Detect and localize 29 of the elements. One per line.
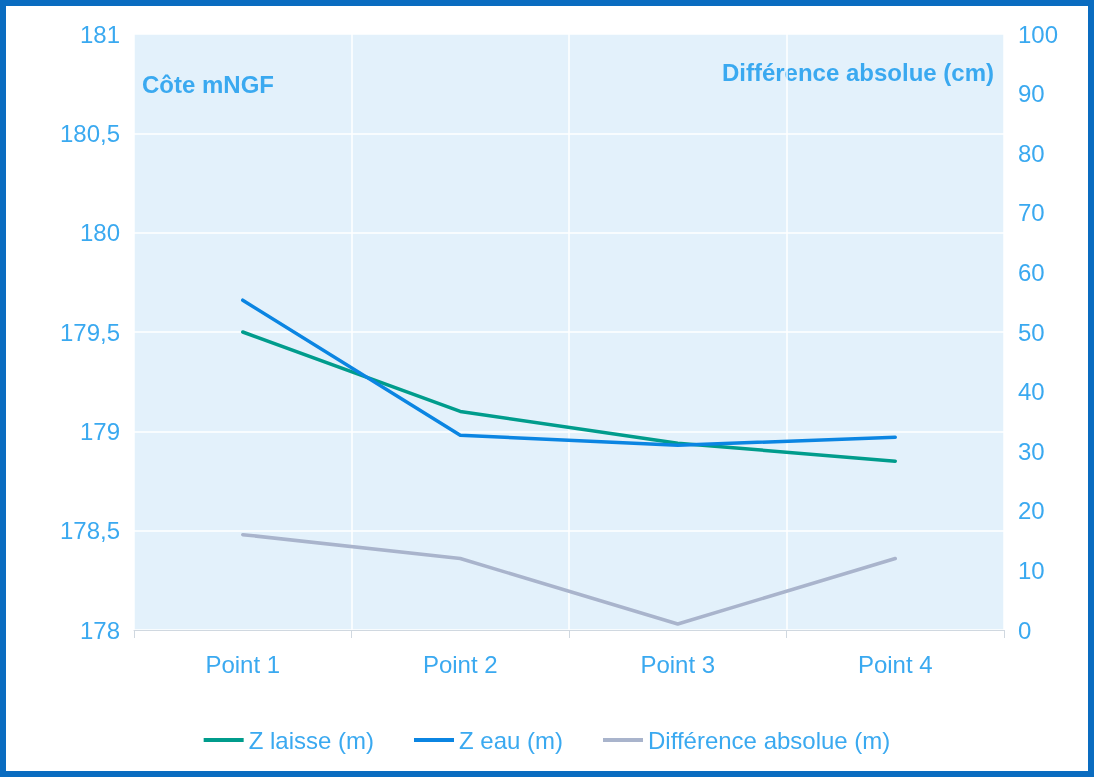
- x-tick-label: Point 4: [857, 650, 933, 678]
- y-tick-label: 178,5: [59, 517, 120, 545]
- y-tick-label: 179,5: [59, 318, 120, 346]
- y-tick-label: 179: [79, 417, 120, 445]
- x-tick-label: Point 3: [640, 650, 716, 678]
- y2-tick-label: 10: [1018, 556, 1045, 584]
- legend-label: Z eau (m): [458, 726, 564, 754]
- y-axis-title: Côte mNGF: [142, 70, 274, 98]
- y2-tick-label: 40: [1018, 378, 1045, 406]
- x-tick-label: Point 1: [205, 650, 281, 678]
- y2-tick-label: 20: [1018, 497, 1045, 525]
- y2-tick-label: 0: [1018, 616, 1032, 644]
- legend-label: Z laisse (m): [248, 726, 374, 754]
- y2-tick-label: 100: [1018, 20, 1059, 48]
- y2-tick-label: 60: [1018, 258, 1045, 286]
- y2-tick-label: 50: [1018, 318, 1045, 346]
- y2-tick-label: 70: [1018, 199, 1045, 227]
- line-series: [241, 298, 897, 447]
- y-tick-label: 181: [79, 20, 120, 48]
- y2-axis-title: Différence absolue (cm): [721, 58, 994, 86]
- y-tick-label: 180,5: [59, 119, 120, 147]
- legend-label: Différence absolue (m): [648, 726, 891, 754]
- x-tick-label: Point 2: [422, 650, 498, 678]
- y2-tick-label: 30: [1018, 437, 1045, 465]
- line-series: [241, 330, 897, 463]
- y-tick-label: 178: [79, 616, 120, 644]
- y2-tick-label: 90: [1018, 80, 1045, 108]
- y-tick-label: 180: [79, 219, 120, 247]
- y2-tick-label: 80: [1018, 139, 1045, 167]
